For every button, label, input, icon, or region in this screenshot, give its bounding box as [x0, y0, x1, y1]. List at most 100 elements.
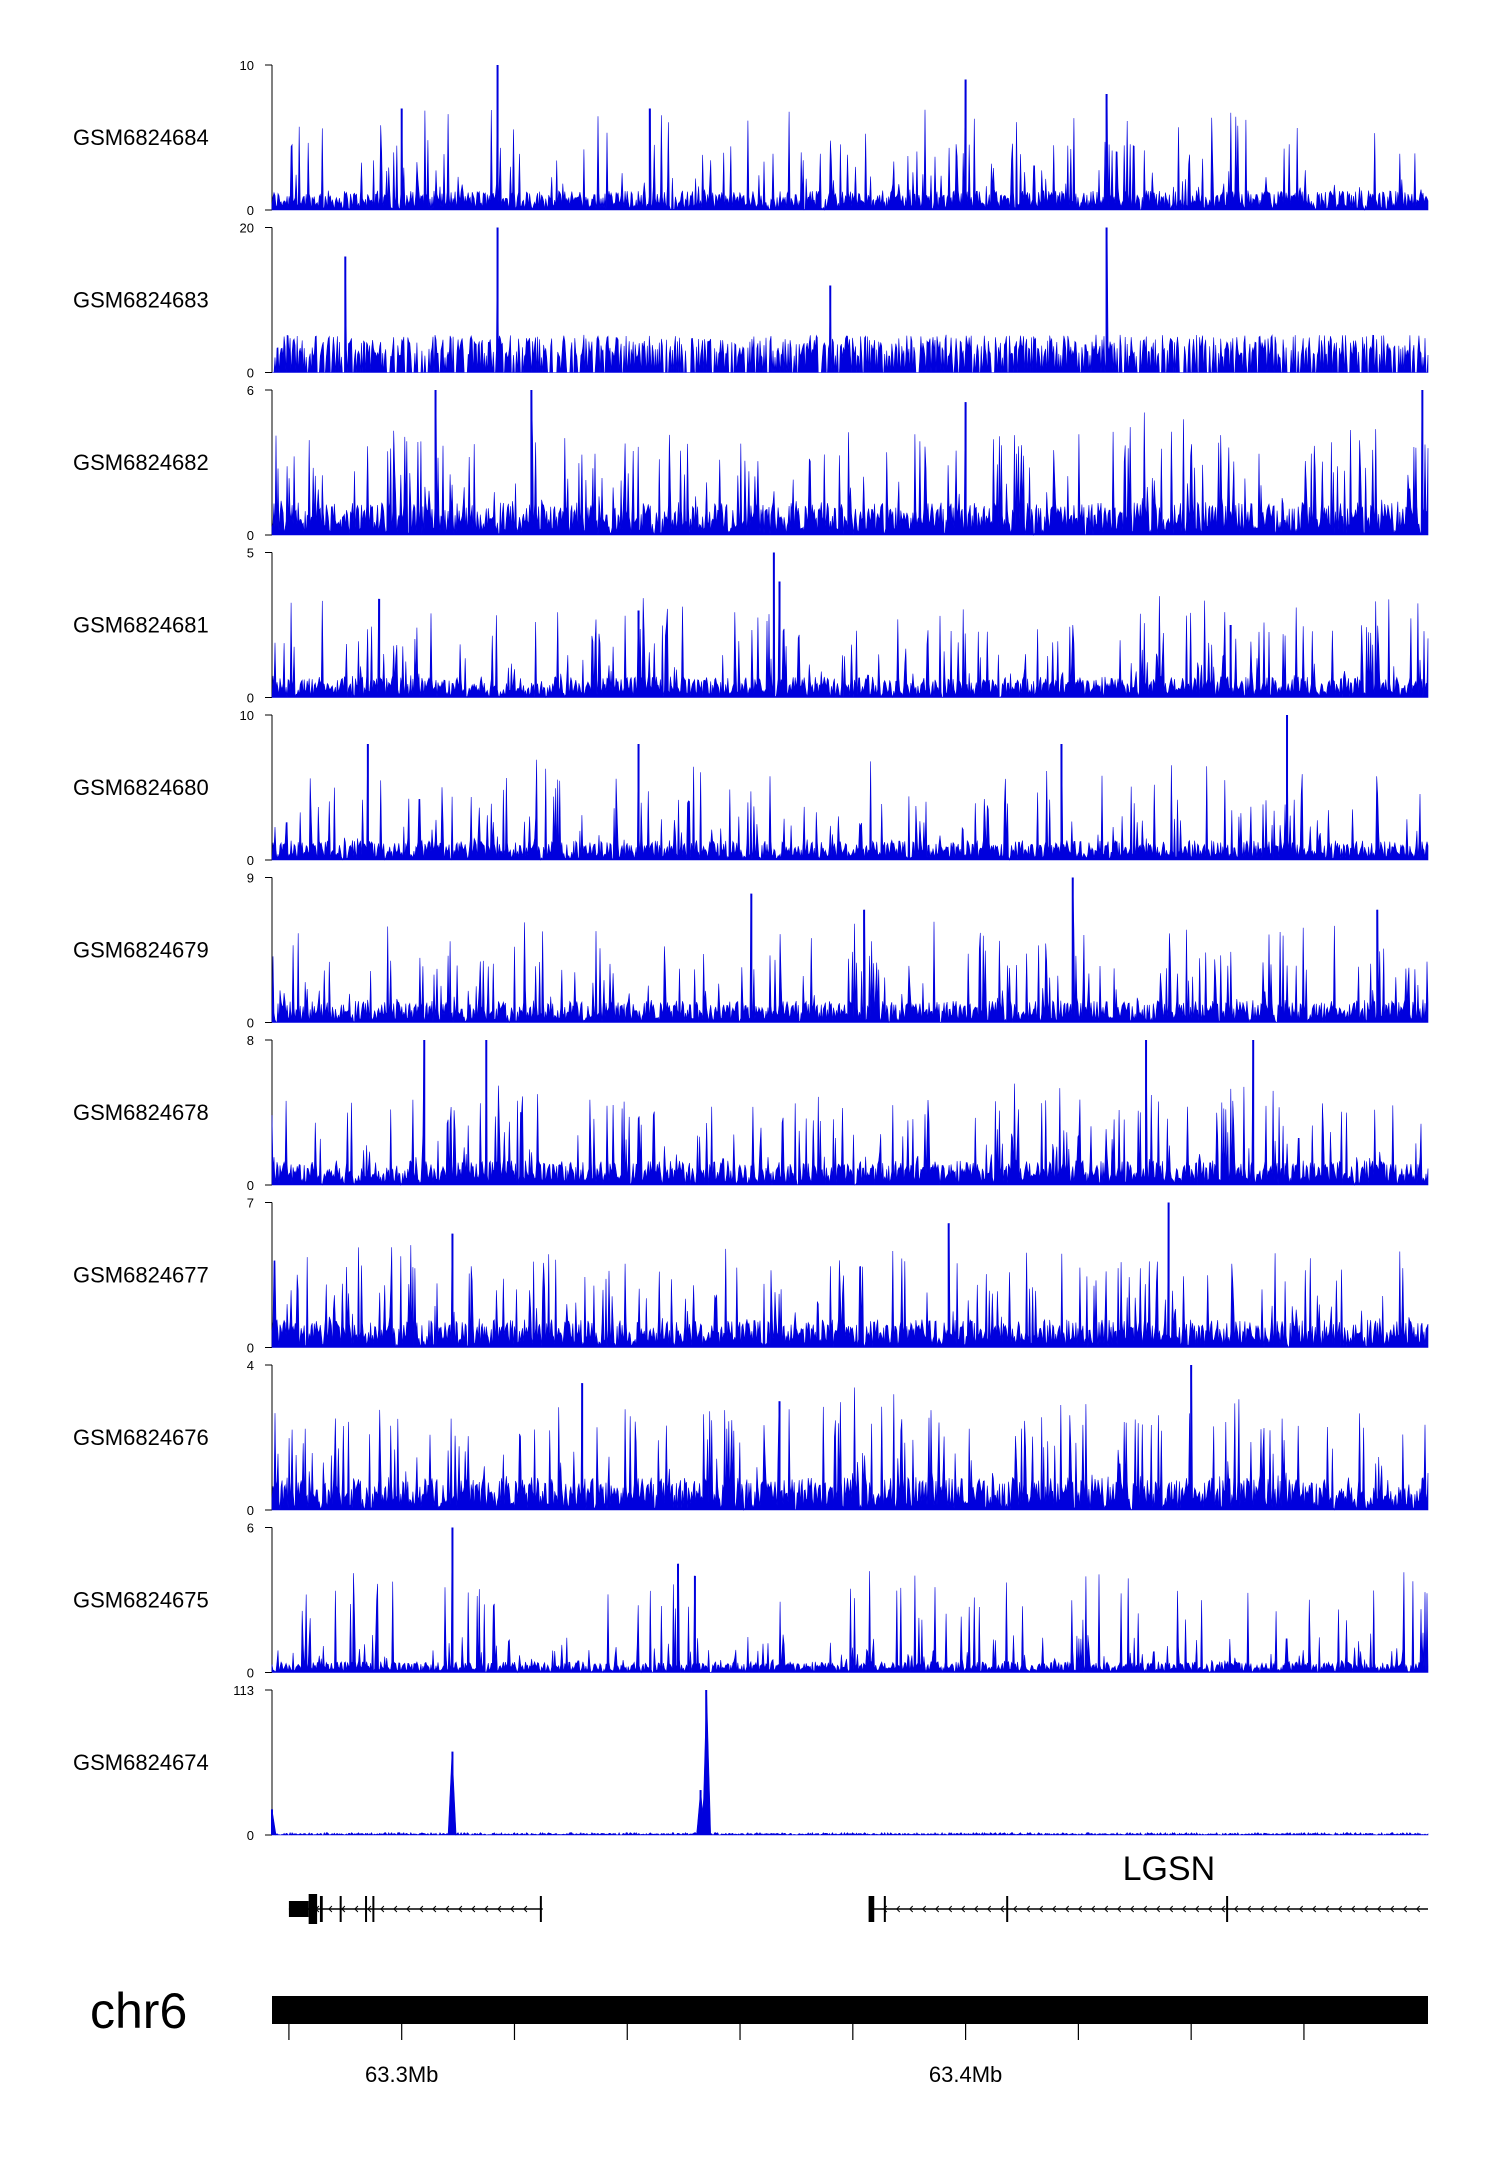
signal-area: [271, 389, 1429, 537]
strand-arrow: [1364, 1905, 1369, 1913]
strand-arrow: [1143, 1905, 1148, 1913]
signal-area: [271, 1202, 1429, 1348]
track-label: GSM6824679: [73, 938, 209, 963]
track-gsm6824684: GSM6824684 10 0: [73, 58, 1429, 218]
track-gsm6824678: GSM6824678 8 0: [73, 1033, 1429, 1193]
strand-arrow: [1299, 1905, 1304, 1913]
signal-area: [271, 1689, 1429, 1836]
track-label: GSM6824681: [73, 613, 209, 638]
y-tick-label-min: 0: [247, 1016, 254, 1031]
y-tick-label-max: 113: [233, 1683, 254, 1698]
signal-area: [271, 1039, 1429, 1186]
strand-arrow: [380, 1905, 385, 1913]
strand-arrow: [1377, 1905, 1382, 1913]
position-tick-label: 63.4Mb: [929, 2062, 1002, 2087]
chromosome-ideogram: chr6 63.3Mb 63.4Mb: [90, 1983, 1428, 2087]
y-tick-label-max: 4: [247, 1358, 254, 1373]
strand-arrow: [1091, 1905, 1096, 1913]
strand-arrow: [328, 1905, 333, 1913]
strand-arrow: [896, 1905, 901, 1913]
strand-arrow: [1351, 1905, 1356, 1913]
y-tick-label-min: 0: [247, 1503, 254, 1518]
strand-arrow: [458, 1905, 463, 1913]
y-tick-label-min: 0: [247, 366, 254, 381]
strand-arrow: [1065, 1905, 1070, 1913]
strand-arrow: [1416, 1905, 1421, 1913]
gene-name-label: LGSN: [1123, 1850, 1216, 1888]
track-label: GSM6824680: [73, 775, 209, 800]
exon-4: [339, 1896, 342, 1922]
strand-arrow: [1273, 1905, 1278, 1913]
exon-1: [868, 1896, 875, 1922]
strand-arrow: [523, 1905, 528, 1913]
track-label: GSM6824683: [73, 288, 209, 313]
strand-arrow: [1234, 1905, 1239, 1913]
strand-arrow: [1052, 1905, 1057, 1913]
track-label: GSM6824678: [73, 1100, 209, 1125]
strand-arrow: [1338, 1905, 1343, 1913]
strand-arrow: [1247, 1905, 1252, 1913]
signal-area: [271, 552, 1429, 699]
exon-2: [883, 1896, 886, 1922]
signal-area: [271, 64, 1429, 211]
strand-arrow: [1156, 1905, 1161, 1913]
y-tick-label-max: 7: [247, 1196, 254, 1211]
strand-arrow: [432, 1905, 437, 1913]
exon-3: [1006, 1896, 1009, 1922]
track-gsm6824681: GSM6824681 5 0: [73, 546, 1429, 706]
strand-arrow: [987, 1905, 992, 1913]
strand-arrow: [974, 1905, 979, 1913]
strand-arrow: [406, 1905, 411, 1913]
track-gsm6824676: GSM6824676 4 0: [73, 1358, 1429, 1518]
strand-arrow: [1403, 1905, 1408, 1913]
signal-area: [272, 227, 1429, 373]
y-tick-label-max: 5: [247, 546, 254, 561]
y-tick-label-min: 0: [247, 203, 254, 218]
signal-area: [271, 714, 1429, 861]
strand-arrow: [1195, 1905, 1200, 1913]
track-gsm6824677: GSM6824677 7 0: [73, 1196, 1429, 1356]
exon-6: [372, 1896, 375, 1922]
chromosome-label: chr6: [90, 1983, 187, 2039]
track-gsm6824679: GSM6824679 9 0: [73, 871, 1429, 1031]
track-label: GSM6824682: [73, 450, 209, 475]
track-gsm6824683: GSM6824683 20 0: [73, 221, 1429, 381]
strand-arrow: [1117, 1905, 1122, 1913]
strand-arrow: [1208, 1905, 1213, 1913]
strand-arrow: [484, 1905, 489, 1913]
track-label: GSM6824674: [73, 1750, 209, 1775]
track-label: GSM6824684: [73, 125, 209, 150]
strand-arrow: [1078, 1905, 1083, 1913]
strand-arrow: [445, 1905, 450, 1913]
strand-arrow: [510, 1905, 515, 1913]
strand-arrow: [961, 1905, 966, 1913]
track-label: GSM6824677: [73, 1263, 209, 1288]
strand-arrow: [354, 1905, 359, 1913]
y-tick-label-max: 6: [247, 1521, 254, 1536]
signal-area: [271, 1364, 1429, 1512]
exon-3: [319, 1896, 323, 1922]
strand-arrow: [341, 1905, 346, 1913]
position-tick-label: 63.3Mb: [365, 2062, 438, 2087]
strand-arrow: [1325, 1905, 1330, 1913]
strand-arrow: [1312, 1905, 1317, 1913]
signal-tracks: GSM6824684100GSM6824683200GSM682468260GS…: [73, 58, 1429, 1843]
strand-arrow: [948, 1905, 953, 1913]
y-tick-label-max: 10: [240, 58, 254, 73]
y-tick-label-min: 0: [247, 1828, 254, 1843]
y-tick-label-max: 20: [240, 221, 254, 236]
exon-5: [365, 1896, 368, 1922]
strand-arrow: [1286, 1905, 1291, 1913]
y-tick-label-min: 0: [247, 528, 254, 543]
chromosome-bar: [272, 1996, 1428, 2024]
y-tick-label-max: 9: [247, 871, 254, 886]
strand-arrow: [471, 1905, 476, 1913]
strand-arrow: [1221, 1905, 1226, 1913]
strand-arrow: [419, 1905, 424, 1913]
y-tick-label-min: 0: [247, 853, 254, 868]
signal-area: [271, 877, 1429, 1024]
track-gsm6824682: GSM6824682 6 0: [73, 383, 1429, 543]
strand-arrow: [367, 1905, 372, 1913]
y-tick-label-max: 10: [240, 708, 254, 723]
